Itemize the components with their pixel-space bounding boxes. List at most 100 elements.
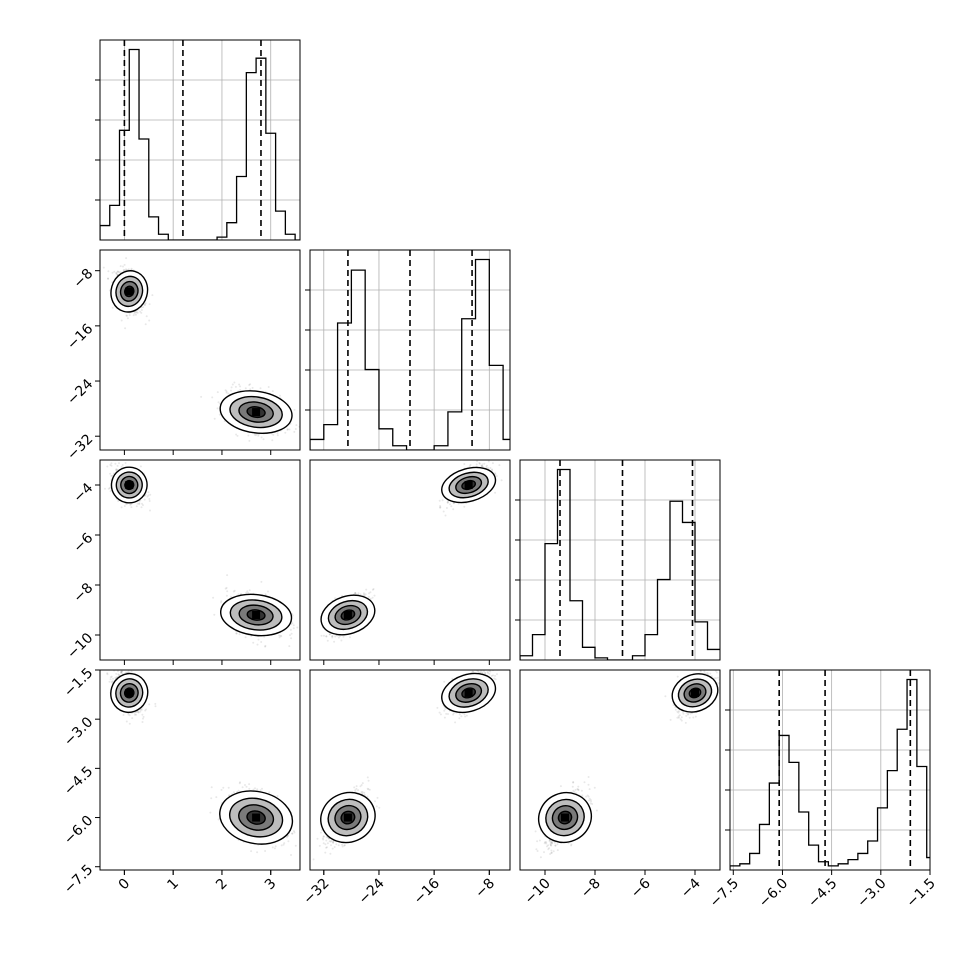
scatter-point [142,504,144,507]
scatter-point [225,586,228,589]
scatter-point [235,632,238,635]
scatter-point [439,505,442,507]
scatter-point [224,587,227,590]
scatter-point [148,319,151,322]
scatter-point [137,711,140,714]
scatter-point [248,589,251,592]
scatter-point [117,670,119,673]
scatter-point [120,465,123,468]
scatter-point [120,319,123,322]
scatter-point [115,468,118,471]
scatter-point [276,434,279,437]
scatter-point [139,310,142,313]
scatter-point [200,395,203,398]
scatter-point [143,303,146,306]
scatter-point [114,676,117,679]
scatter-point [487,460,490,463]
scatter-point [481,465,484,468]
scatter-point [130,503,133,506]
scatter-point [106,465,109,468]
density-peak [343,611,352,619]
y-tick-label: −4 [70,480,96,506]
scatter-point [126,671,129,674]
scatter-point [125,268,127,271]
scatter-point [249,388,252,391]
scatter-point [104,487,106,490]
scatter-point [102,266,105,269]
scatter-point [295,424,298,427]
scatter-point [354,592,357,595]
scatter-point [111,680,114,683]
scatter-point [288,428,291,431]
scatter-point [445,507,448,509]
scatter-point [365,588,368,591]
scatter-point [260,580,263,583]
scatter-point [485,466,488,469]
scatter-point [264,593,267,596]
scatter-points [104,462,299,648]
scatter-point [446,501,449,504]
scatter-point [115,672,118,675]
scatter-point [249,383,252,386]
scatter-point [289,628,292,631]
scatter-point [364,593,367,596]
scatter-point [226,574,229,577]
histogram-step-line [520,468,720,660]
scatter-point [444,514,447,517]
scatter-point [107,277,109,280]
scatter-point [331,635,334,638]
scatter-point [129,503,132,506]
scatter-point [106,672,109,675]
scatter-point [149,509,151,512]
scatter-point [119,671,122,674]
scatter-point [128,722,131,725]
scatter-point [147,494,150,497]
scatter-point [121,670,124,673]
scatter-point [110,462,113,465]
scatter-point [149,493,152,496]
scatter-point [232,590,235,593]
scatter-point [278,634,281,637]
scatter-point [113,270,116,273]
scatter-point [115,271,118,274]
scatter-point [288,645,291,648]
density-peak [464,481,473,489]
scatter-point [115,468,118,471]
scatter-point [110,474,113,477]
scatter-point [248,439,251,442]
scatter-point [475,463,478,466]
scatter-point [226,590,229,593]
scatter-panel-3-0: −7.5−6.0−4.5−3.0−1.50 1 2 3 [61,665,301,897]
scatter-point [133,312,136,315]
scatter-point [139,710,142,713]
scatter-point [244,636,247,639]
scatter-point [447,500,450,503]
scatter-point [500,479,503,482]
density-peak [252,611,261,619]
scatter-point [128,714,131,717]
scatter-point [363,593,365,596]
scatter-point [120,670,123,673]
scatter-point [123,269,126,272]
scatter-point [225,594,228,597]
scatter-point [108,680,111,683]
scatter-point [328,633,331,636]
scatter-point [107,487,110,490]
scatter-point [110,464,113,467]
panel-frame [309,459,511,661]
scatter-point [138,502,141,505]
scatter-point [142,306,145,309]
scatter-point [468,465,471,468]
scatter-point [478,462,481,465]
scatter-point [256,643,259,646]
scatter-point [141,721,144,723]
scatter-point [257,638,260,641]
scatter-point [137,711,140,714]
scatter-point [328,633,331,636]
panel-frame [99,249,301,451]
scatter-point [116,270,119,273]
scatter-point [122,268,125,271]
scatter-point [492,457,494,459]
scatter-point [481,465,484,468]
scatter-point [108,486,111,489]
